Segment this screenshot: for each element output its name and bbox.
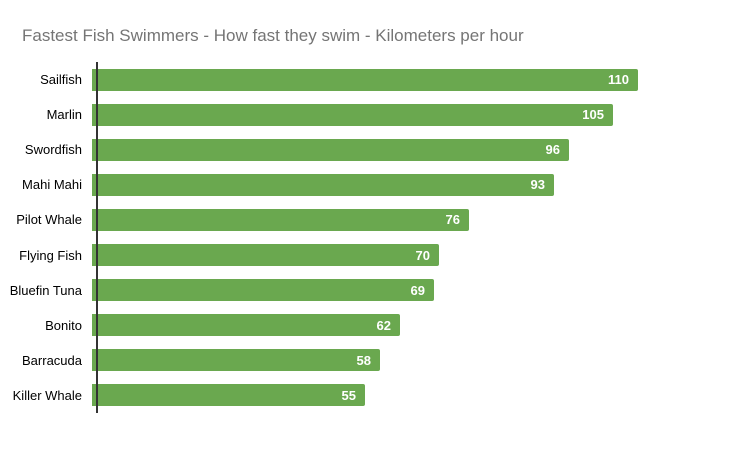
bar: 76 — [92, 208, 469, 231]
bar-row: Sailfish 110 — [0, 62, 739, 97]
bar-row: Barracuda 58 — [0, 343, 739, 378]
bar: 110 — [92, 68, 638, 91]
category-label: Pilot Whale — [16, 212, 82, 228]
bar-row: Bonito 62 — [0, 308, 739, 343]
bar-row: Mahi Mahi 93 — [0, 167, 739, 202]
category-label: Flying Fish — [19, 247, 82, 263]
value-label: 62 — [376, 317, 391, 333]
value-label: 110 — [608, 72, 629, 88]
category-label: Sailfish — [40, 72, 82, 88]
value-label: 70 — [415, 247, 430, 263]
category-label: Marlin — [46, 107, 82, 123]
bar-rows: Sailfish 110 Marlin 105 Swordfish 96 Mahi Mahi… — [0, 62, 739, 413]
value-label: 105 — [582, 107, 604, 123]
category-label: Mahi Mahi — [22, 177, 82, 193]
value-label: 93 — [530, 177, 545, 193]
bar-row: Flying Fish 70 — [0, 237, 739, 272]
bar: 69 — [92, 279, 434, 302]
category-label: Swordfish — [24, 142, 82, 158]
value-label: 69 — [410, 282, 425, 298]
bar: 58 — [92, 349, 380, 372]
chart-title: Fastest Fish Swimmers - How fast they sw… — [22, 26, 524, 45]
category-label: Killer Whale — [12, 387, 82, 403]
bar-row: Swordfish 96 — [0, 132, 739, 167]
plot-area: Sailfish 110 Marlin 105 Swordfish 96 Mahi Mahi… — [0, 62, 739, 413]
category-label: Bluefin Tuna — [9, 282, 82, 298]
value-label: 96 — [545, 142, 560, 158]
category-label: Barracuda — [22, 352, 82, 368]
bar: 96 — [92, 138, 569, 161]
value-label: 55 — [341, 387, 356, 403]
bar: 55 — [92, 384, 365, 407]
value-label: 58 — [356, 352, 371, 368]
y-axis-line — [96, 62, 98, 413]
value-label: 76 — [445, 212, 460, 228]
bar-row: Pilot Whale 76 — [0, 202, 739, 237]
bar-row: Bluefin Tuna 69 — [0, 273, 739, 308]
bar: 70 — [92, 244, 439, 267]
bar: 93 — [92, 173, 554, 196]
bar: 62 — [92, 314, 400, 337]
bar-row: Marlin 105 — [0, 97, 739, 132]
bar: 105 — [92, 103, 613, 126]
category-label: Bonito — [45, 317, 82, 333]
bar-row: Killer Whale 55 — [0, 378, 739, 413]
